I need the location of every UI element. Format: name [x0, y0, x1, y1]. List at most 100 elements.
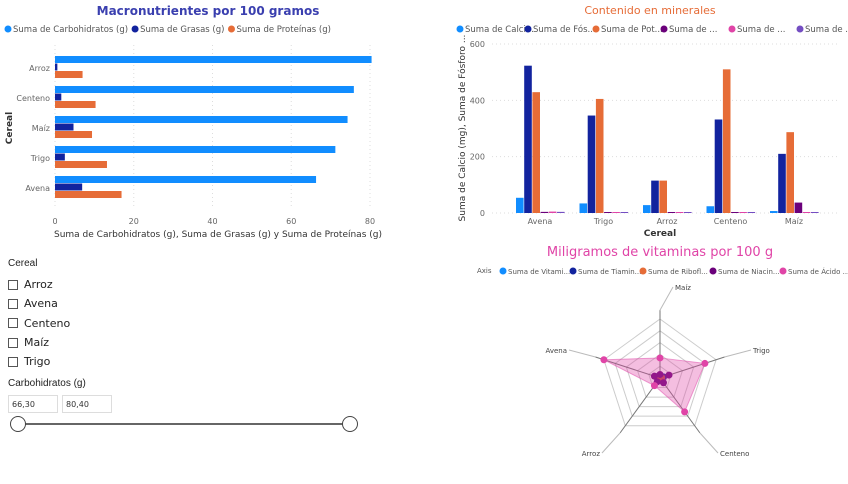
radar-ring — [636, 353, 684, 398]
leader-line — [659, 286, 674, 311]
legend-marker — [456, 25, 464, 33]
radar-axis — [659, 377, 701, 434]
legend-label: Suma de Ácido ... — [788, 267, 848, 276]
legend-title: Axis — [477, 267, 492, 275]
bar — [770, 211, 778, 213]
legend-label: Suma de ... — [805, 25, 848, 35]
bar — [706, 206, 715, 213]
bar — [643, 205, 651, 213]
legend-marker — [499, 267, 507, 275]
checkbox[interactable] — [8, 279, 18, 290]
bar — [675, 212, 684, 213]
bar — [55, 71, 83, 78]
bar — [778, 153, 786, 213]
x-tick-label: Trigo — [593, 217, 613, 226]
bar — [55, 56, 372, 63]
bar — [55, 63, 58, 71]
bar — [802, 212, 811, 213]
legend-label: Suma de Pot... — [601, 25, 663, 35]
bar — [516, 197, 524, 213]
bar — [722, 69, 731, 213]
x-tick-label: Centeno — [714, 217, 748, 226]
bar — [786, 132, 794, 213]
bar — [667, 212, 676, 213]
x-tick-label: Arroz — [657, 217, 678, 226]
x-tick-label: Maíz — [785, 217, 803, 226]
bar — [55, 86, 354, 93]
range-title: Carbohidratos (g) — [8, 378, 86, 389]
bar — [587, 115, 596, 213]
radar-ring — [625, 341, 695, 408]
bar — [55, 116, 348, 123]
cereal-slicer: Cereal Arroz Avena Centeno Maíz Trigo — [8, 258, 368, 371]
bar — [604, 212, 612, 213]
legend-label: Suma de Tiamin... — [578, 268, 641, 276]
radar-ring — [614, 330, 706, 417]
bar — [55, 146, 336, 153]
bar — [579, 203, 588, 213]
leader-line — [568, 349, 596, 358]
bar — [684, 212, 692, 213]
bar — [55, 191, 122, 198]
range-max-handle[interactable] — [342, 416, 358, 432]
option-label: Trigo — [24, 355, 51, 369]
slicer-option-avena[interactable]: Avena — [8, 294, 368, 313]
bar — [747, 212, 756, 213]
bar — [731, 212, 739, 213]
checkbox[interactable] — [8, 356, 18, 367]
chart-title: Contenido en minerales — [584, 4, 716, 17]
bar — [659, 180, 667, 213]
legend-marker — [524, 25, 532, 33]
slicer-option-maiz[interactable]: Maíz — [8, 333, 368, 352]
checkbox[interactable] — [8, 337, 18, 348]
radar-axis-label: Arroz — [582, 450, 601, 458]
radar-axis-label: Centeno — [720, 450, 749, 458]
y-tick-label: Maíz — [32, 124, 50, 133]
y-tick-label: Centeno — [16, 94, 50, 103]
option-label: Maíz — [24, 336, 50, 350]
bar — [739, 212, 747, 213]
option-label: Centeno — [24, 316, 71, 330]
slicer-option-trigo[interactable]: Trigo — [8, 352, 368, 371]
legend-marker — [4, 25, 12, 33]
legend-marker — [227, 25, 235, 33]
slicer-option-centeno[interactable]: Centeno — [8, 314, 368, 333]
bar — [540, 211, 549, 213]
legend-marker — [569, 267, 577, 275]
x-tick-label: Avena — [528, 217, 553, 226]
checkbox[interactable] — [8, 318, 18, 329]
checkbox[interactable] — [8, 298, 18, 309]
option-label: Avena — [24, 297, 58, 311]
radar-point — [650, 382, 658, 390]
legend-label: Suma de Grasas (g) — [140, 25, 224, 35]
legend-marker — [592, 25, 600, 33]
range-min-input[interactable]: 66,30 — [8, 395, 58, 413]
legend-marker — [131, 25, 139, 33]
leader-line — [724, 349, 752, 358]
bar — [55, 176, 317, 183]
radar-point — [665, 371, 673, 379]
legend-marker — [796, 25, 804, 33]
bar — [532, 92, 540, 213]
bar — [557, 211, 565, 213]
legend-label: Suma de Vitami... — [508, 268, 570, 276]
range-min-handle[interactable] — [10, 416, 26, 432]
bar — [620, 212, 629, 213]
slicer-option-arroz[interactable]: Arroz — [8, 275, 368, 294]
x-axis-title: Suma de Carbohidratos (g), Suma de Grasa… — [54, 230, 382, 240]
bar — [55, 101, 96, 108]
range-track[interactable] — [18, 423, 350, 425]
legend-label: Suma de Fós... — [533, 24, 596, 35]
radar-point — [681, 408, 689, 416]
radar-axis-label: Trigo — [752, 347, 770, 355]
bar — [55, 131, 93, 138]
x-axis-title: Cereal — [644, 229, 676, 239]
y-tick-label: Trigo — [30, 154, 50, 163]
leader-line — [699, 432, 719, 454]
range-max-input[interactable]: 80,40 — [62, 395, 112, 413]
radar-axis-label: Avena — [545, 347, 567, 355]
legend-label: Suma de Calci... — [465, 25, 534, 35]
bar — [595, 98, 604, 213]
legend-label: Suma de ... — [669, 25, 717, 35]
